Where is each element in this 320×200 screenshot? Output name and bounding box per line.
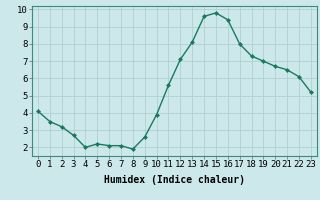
X-axis label: Humidex (Indice chaleur): Humidex (Indice chaleur): [104, 175, 245, 185]
